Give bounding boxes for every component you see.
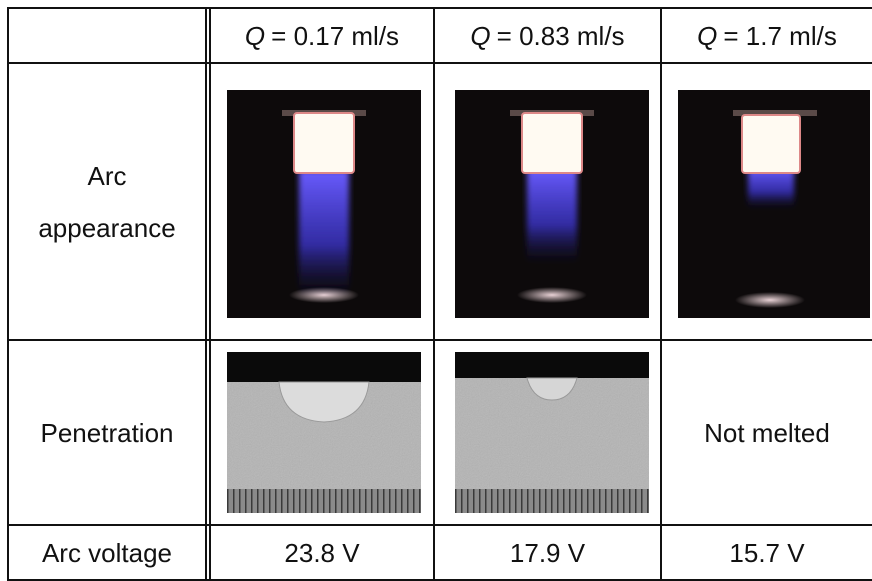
cross-section-photo [455,352,649,513]
column-header: Q= 1.7 ml/s [662,9,872,62]
header-text: = 0.83 ml/s [497,16,625,56]
symbol: Q [470,16,490,56]
symbol: Q [245,16,265,56]
header-text: = 1.7 ml/s [723,16,836,56]
arc-photo [455,90,649,318]
arc-photo [227,90,421,318]
row-label: Arc appearance [9,64,205,339]
column-header: Q= 0.17 ml/s [211,9,433,62]
cell-text: Not melted [662,341,872,524]
row-label: Arc voltage [9,526,205,579]
rule [433,7,435,581]
cross-section-photo [227,352,421,513]
cell-text: 15.7 V [662,526,872,579]
row-label: Penetration [9,341,205,524]
symbol: Q [697,16,717,56]
cell-text: 23.8 V [211,526,433,579]
column-header: Q= 0.83 ml/s [435,9,660,62]
arc-photo [678,90,870,318]
page: Q= 0.17 ml/s Q= 0.83 ml/s Q= 1.7 ml/s Ar… [0,0,872,581]
rule [209,7,211,581]
cell-text: 17.9 V [435,526,660,579]
header-text: = 0.17 ml/s [271,16,399,56]
rule [205,7,207,581]
